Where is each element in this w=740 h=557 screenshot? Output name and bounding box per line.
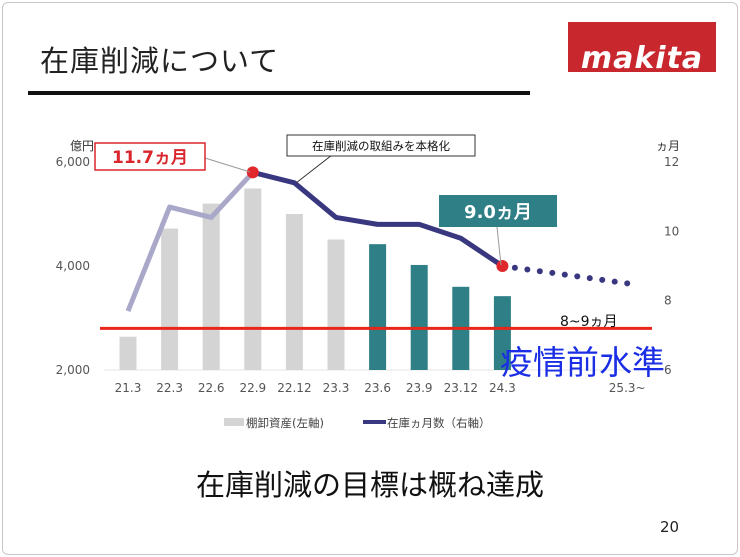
- bar-23.9: [410, 264, 428, 370]
- bar-22.6: [202, 203, 220, 370]
- right-tick-label: 12: [664, 155, 679, 169]
- x-tick-label: 23.6: [364, 381, 391, 395]
- forecast-dot: [524, 266, 531, 273]
- highlight-point-22.9: [246, 166, 259, 179]
- bar-22.3: [161, 228, 179, 370]
- peak-callout-text: 11.7ヵ月: [112, 148, 188, 168]
- latest-leader-line: [496, 226, 502, 266]
- inventory-months-line-early: [125, 170, 255, 312]
- legend-bar-label: 棚卸資産(左軸): [246, 416, 324, 430]
- inventory-months-line: [252, 169, 504, 269]
- right-tick-label: 8: [664, 294, 672, 308]
- forecast-dot: [511, 264, 518, 271]
- bar-23.6: [369, 244, 387, 370]
- forecast-dot: [549, 269, 556, 276]
- highlight-point-24.3: [496, 260, 509, 272]
- forecast-dot: [536, 268, 543, 275]
- bar-23.3: [327, 239, 345, 370]
- legend-bar-swatch: [224, 418, 244, 426]
- left-axis-unit: 億円: [70, 139, 94, 153]
- inventory-chart: 21.3 22.3 22.6 22.9 22.12 23.3 23.6 23.9 23.12 24…: [56, 134, 680, 430]
- x-tick-label: 22.12: [277, 381, 311, 395]
- forecast-dot: [599, 276, 606, 283]
- latest-callout-box: [439, 195, 557, 227]
- left-tick-label: 4,000: [56, 259, 90, 273]
- forecast-dot: [624, 280, 631, 287]
- makita-logo: makita: [568, 22, 716, 72]
- right-tick-label: 10: [664, 224, 679, 238]
- conclusion-text: 在庫削減の目標は概ね達成: [195, 468, 544, 502]
- page-number: 20: [660, 518, 680, 536]
- pre-covid-level-label: 疫情前水準: [500, 343, 665, 382]
- left-tick-label: 2,000: [56, 363, 90, 377]
- bar-22.12: [285, 214, 303, 370]
- x-tick-label: 22.3: [156, 381, 183, 395]
- forecast-dot: [611, 278, 618, 285]
- start-reduction-callout-text: 在庫削減の取組みを本格化: [312, 139, 450, 153]
- right-axis-unit: ヵ月: [656, 139, 680, 153]
- x-tick-label: 23.9: [406, 381, 433, 395]
- chart-legend: 棚卸資産(左軸) 在庫ヵ月数（右軸）: [224, 416, 491, 430]
- start-reduction-callout-box: [286, 134, 476, 157]
- forecast-dot: [586, 275, 593, 282]
- latest-callout-text: 9.0ヵ月: [464, 202, 532, 223]
- bar-22.9: [244, 188, 262, 370]
- slide-title: 在庫削減について: [40, 44, 280, 78]
- forecast-dot: [574, 273, 581, 280]
- bar-21.3: [119, 336, 137, 370]
- x-tick-label: 23.12: [444, 381, 478, 395]
- x-tick-label: 22.9: [239, 381, 266, 395]
- reference-label: 8~9ヵ月: [560, 314, 618, 330]
- right-tick-label: 6: [664, 363, 672, 377]
- x-tick-label: 21.3: [115, 381, 142, 395]
- peak-callout-box: [94, 142, 206, 171]
- x-tick-label: 23.3: [323, 381, 350, 395]
- forecast-dot: [561, 271, 568, 278]
- x-tick-label: 25.3~: [609, 381, 646, 395]
- x-tick-label: 22.6: [198, 381, 225, 395]
- legend-line-label: 在庫ヵ月数（右軸）: [387, 416, 491, 430]
- svg-text:makita: makita: [581, 41, 703, 72]
- peak-leader-line: [204, 157, 251, 173]
- left-tick-label: 6,000: [56, 155, 90, 169]
- bar-24.3: [493, 296, 511, 370]
- start-reduction-leader-line: [295, 154, 333, 184]
- x-tick-label: 24.3: [489, 381, 516, 395]
- title-underline: [28, 91, 530, 95]
